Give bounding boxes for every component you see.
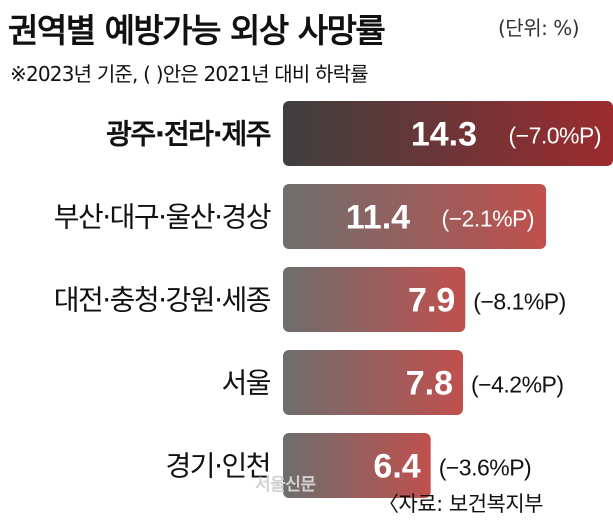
bar: [283, 184, 547, 249]
watermark: 서울신문: [255, 475, 316, 495]
bar: [283, 101, 613, 166]
category-label: 부산·대구·울산·경상: [54, 201, 271, 234]
source-note: 〈자료: 보건복지부: [378, 492, 544, 516]
bar-row: 서울 7.8 (−4.2%P): [221, 350, 564, 415]
value-label: 6.4: [373, 448, 420, 486]
bar: [283, 350, 463, 415]
bar-row: 부산·대구·울산·경상 11.4 (−2.1%P): [54, 184, 547, 249]
category-label: 경기·인천: [166, 450, 270, 483]
change-label: (−3.6%P): [439, 455, 532, 481]
value-label: 7.8: [406, 365, 453, 403]
bar-row: 경기·인천 6.4 (−3.6%P): [166, 433, 532, 498]
category-label: 광주·전라·제주: [106, 118, 271, 151]
category-label: 대전·충청·강원·세종: [54, 284, 271, 317]
value-label: 7.9: [408, 282, 455, 320]
bar-row: 대전·충청·강원·세종 7.9 (−8.1%P): [54, 267, 566, 332]
bar: [283, 433, 431, 498]
change-label: (−2.1%P): [442, 206, 535, 232]
change-label: (−4.2%P): [471, 372, 564, 398]
value-label: 11.4: [346, 199, 410, 237]
category-label: 서울: [221, 367, 270, 400]
bar-row: 광주·전라·제주 14.3 (−7.0%P): [106, 101, 613, 166]
change-label: (−8.1%P): [473, 289, 566, 315]
change-label: (−7.0%P): [508, 123, 601, 149]
chart-subtitle: ※2023년 기준, ( )안은 2021년 대비 하락률: [10, 62, 369, 86]
value-label: 14.3: [411, 116, 477, 154]
chart-title: 권역별 예방가능 외상 사망률: [8, 11, 386, 50]
unit-label: (단위: %): [498, 16, 580, 40]
bar: [283, 267, 466, 332]
